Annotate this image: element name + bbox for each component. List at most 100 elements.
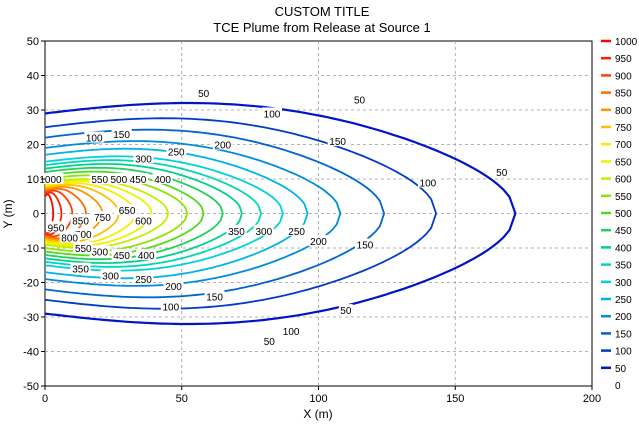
contour-label: 400 bbox=[138, 251, 155, 262]
contour-labels: 50 50 50 50 50 100 100 100 100 100 150 150 150 150 200… bbox=[37, 86, 509, 348]
contour-label-bg bbox=[92, 210, 113, 222]
y-tick-label: -40 bbox=[23, 347, 39, 359]
y-tick-label: 0 bbox=[33, 209, 39, 221]
contour-label-bg bbox=[136, 248, 157, 260]
legend-label: 700 bbox=[615, 140, 632, 151]
x-tick-label: 100 bbox=[309, 393, 327, 405]
contour-label: 300 bbox=[102, 272, 119, 283]
legend-label: 1000 bbox=[615, 37, 638, 48]
contour-label: 150 bbox=[357, 241, 374, 252]
legend-label: 850 bbox=[615, 89, 632, 100]
y-tick-label: 30 bbox=[27, 105, 39, 117]
contour-label-bg bbox=[89, 173, 110, 184]
contour-1000 bbox=[45, 193, 55, 234]
contour-label: 50 bbox=[354, 96, 366, 107]
contour-label-bg bbox=[262, 107, 283, 119]
contour-label-bg bbox=[133, 214, 154, 226]
contour-label: 550 bbox=[75, 244, 92, 255]
contour-label-bg bbox=[352, 93, 367, 105]
contour-label: 250 bbox=[168, 147, 185, 158]
x-tick-label: 50 bbox=[176, 393, 188, 405]
contour-label-bg bbox=[70, 214, 91, 226]
contour-label: 150 bbox=[113, 130, 130, 141]
y-tick-label: -20 bbox=[23, 278, 39, 290]
y-tick-label: -10 bbox=[23, 243, 39, 255]
contour-label: 450 bbox=[113, 251, 130, 262]
legend-label: 450 bbox=[615, 226, 632, 237]
chart-subtitle: TCE Plume from Release at Source 1 bbox=[213, 20, 430, 35]
contour-label: 600 bbox=[135, 216, 152, 227]
contour-900 bbox=[45, 189, 74, 238]
contour-300 bbox=[45, 155, 284, 272]
legend-label: 300 bbox=[615, 278, 632, 289]
contour-label-bg bbox=[133, 152, 154, 164]
chart-title: CUSTOM TITLE bbox=[275, 4, 370, 19]
contour-label-bg bbox=[73, 228, 94, 240]
x-axis-label: X (m) bbox=[303, 407, 332, 421]
contour-label-bg bbox=[226, 224, 247, 236]
contour-label: 850 bbox=[72, 216, 89, 227]
contour-label: 400 bbox=[154, 175, 171, 186]
contour-label-bg bbox=[59, 231, 80, 243]
contour-label-bg bbox=[204, 290, 225, 302]
contour-label-bg bbox=[281, 324, 302, 336]
legend-label: 50 bbox=[615, 364, 627, 375]
legend-label: 100 bbox=[615, 347, 632, 358]
contour-450 bbox=[45, 166, 224, 261]
contour-label-bg bbox=[163, 279, 184, 291]
contour-label-bg bbox=[308, 235, 329, 247]
contour-label-bg bbox=[327, 135, 348, 147]
contour-label-bg bbox=[196, 86, 211, 98]
contour-950 bbox=[45, 191, 63, 236]
x-tick-label: 150 bbox=[446, 393, 464, 405]
legend-label: 650 bbox=[615, 157, 632, 168]
contour-label: 50 bbox=[340, 306, 352, 317]
contour-label: 1000 bbox=[39, 175, 62, 186]
legend-label: 250 bbox=[615, 295, 632, 306]
contour-label-bg bbox=[37, 173, 64, 184]
contour-label: 500 bbox=[111, 175, 128, 186]
contour-850 bbox=[45, 187, 87, 240]
contour-label: 650 bbox=[119, 206, 136, 217]
legend-label: 600 bbox=[615, 175, 632, 186]
y-tick-label: -50 bbox=[23, 381, 39, 393]
contour-label-bg bbox=[111, 128, 132, 140]
contour-label: 950 bbox=[48, 223, 65, 234]
contour-label: 250 bbox=[135, 275, 152, 286]
contour-label: 50 bbox=[198, 89, 210, 100]
contour-label: 300 bbox=[135, 154, 152, 165]
contour-label-bg bbox=[152, 173, 173, 184]
contour-label: 50 bbox=[264, 337, 276, 348]
contour-label-bg bbox=[84, 131, 105, 143]
contour-label-bg bbox=[338, 304, 353, 316]
contour-label-bg bbox=[100, 269, 121, 281]
contour-label-bg bbox=[286, 224, 307, 236]
contour-label: 350 bbox=[72, 265, 89, 276]
contour-label-bg bbox=[133, 273, 154, 285]
contour-label: 500 bbox=[91, 247, 108, 258]
contour-label-bg bbox=[253, 224, 274, 236]
contour-label-bg bbox=[108, 173, 129, 184]
contour-50 bbox=[45, 101, 517, 326]
y-tick-label: -30 bbox=[23, 312, 39, 324]
contour-label: 150 bbox=[206, 292, 223, 303]
contour-label: 350 bbox=[228, 227, 245, 238]
y-tick-label: 50 bbox=[27, 36, 39, 48]
y-tick-label: 20 bbox=[27, 140, 39, 152]
contour-label: 550 bbox=[91, 175, 108, 186]
contour-label: 700 bbox=[75, 230, 92, 241]
contour-label-bg bbox=[166, 145, 187, 157]
contour-label-bg bbox=[212, 138, 233, 150]
contour-label: 200 bbox=[214, 141, 231, 152]
x-tick-label: 200 bbox=[583, 393, 601, 405]
legend: 1000950900850800750700650600550500450400… bbox=[601, 37, 638, 392]
contour-350 bbox=[45, 159, 263, 268]
contour-label-bg bbox=[354, 238, 375, 250]
contour-label-bg bbox=[111, 248, 132, 260]
contour-label: 200 bbox=[165, 282, 182, 293]
contour-label-bg bbox=[262, 335, 277, 347]
y-tick-label: 40 bbox=[27, 71, 39, 83]
contour-label: 100 bbox=[264, 109, 281, 120]
legend-label: 350 bbox=[615, 261, 632, 272]
contour-label-bg bbox=[417, 176, 438, 188]
